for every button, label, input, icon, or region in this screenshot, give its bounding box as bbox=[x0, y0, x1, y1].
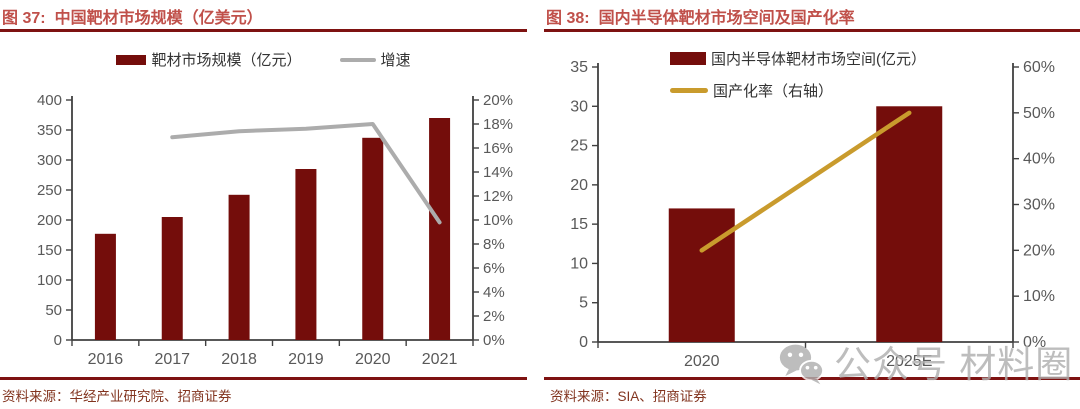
right-axis-label: 14% bbox=[483, 164, 513, 181]
right-axis-label: 18% bbox=[483, 116, 513, 133]
left-axis-label: 100 bbox=[37, 272, 62, 289]
left-axis-label: 250 bbox=[37, 182, 62, 199]
legend-item-localization: 国产化率（右轴） bbox=[670, 80, 833, 101]
bar-2021 bbox=[429, 118, 451, 340]
right-axis-label: 40% bbox=[1023, 151, 1055, 168]
legend-item-market-space: 国内半导体靶材市场空间(亿元） bbox=[670, 48, 926, 69]
left-axis-label: 350 bbox=[37, 122, 62, 139]
x-axis-label: 2021 bbox=[422, 351, 458, 368]
right-axis-label: 20% bbox=[483, 92, 513, 109]
figure-37-chart: 0 50 100 150 200 250 300 350 400 0% 2% 4% 6% 8% 10% 12%… bbox=[37, 92, 513, 368]
x-axis-label: 2020 bbox=[684, 353, 720, 370]
right-axis-label: 2% bbox=[483, 308, 505, 325]
bar-2020 bbox=[668, 208, 735, 342]
left-axis-label: 200 bbox=[37, 212, 62, 229]
left-axis-label: 35 bbox=[570, 59, 588, 76]
trend-line bbox=[699, 110, 912, 253]
legend-item-growth: 增速 bbox=[339, 49, 411, 70]
left-axis-label: 50 bbox=[45, 302, 62, 319]
figure-38-title-text: 国内半导体靶材市场空间及国产化率 bbox=[598, 10, 855, 27]
left-axis-label: 0 bbox=[579, 334, 588, 351]
figure-38-panel: 图 38: 国内半导体靶材市场空间及国产化率 国内半导体靶材市场空间(亿元） 国… bbox=[544, 0, 1080, 409]
x-axis-label: 2017 bbox=[154, 351, 190, 368]
figure-38-label: 图 38: bbox=[546, 10, 590, 27]
right-axis-label: 30% bbox=[1023, 197, 1055, 214]
right-axis-label: 0% bbox=[483, 332, 505, 349]
bar-2016 bbox=[94, 233, 116, 340]
figure-38-chart: 0 5 10 15 20 25 30 35 0% 10% 20% 30% 40% 50% 60% 2020 20… bbox=[570, 59, 1055, 370]
x-axis-label: 2020 bbox=[355, 351, 391, 368]
right-axis-label: 10% bbox=[1023, 288, 1055, 305]
left-axis-label: 25 bbox=[570, 138, 588, 155]
x-axis-label: 2019 bbox=[288, 351, 324, 368]
right-axis-label: 20% bbox=[1023, 242, 1055, 259]
figure-37-title: 图 37: 中国靶材市场规模（亿美元） bbox=[2, 4, 263, 28]
bar-series-swatch bbox=[116, 54, 147, 65]
title-underline bbox=[0, 29, 527, 32]
right-axis-label: 50% bbox=[1023, 105, 1055, 122]
legend-label-market-size: 靶材市场规模（亿元） bbox=[151, 52, 302, 69]
bar-2018 bbox=[228, 194, 250, 340]
bar-series-swatch bbox=[670, 52, 706, 65]
right-axis-label: 60% bbox=[1023, 59, 1055, 76]
figure-38-legend: 国内半导体靶材市场空间(亿元） 国产化率（右轴） bbox=[670, 48, 926, 101]
figure-37-legend: 靶材市场规模（亿元） 增速 bbox=[0, 49, 527, 70]
line-series-swatch bbox=[339, 57, 376, 62]
figure-37-panel: 图 37: 中国靶材市场规模（亿美元） 靶材市场规模（亿元） 增速 0 50 100… bbox=[0, 0, 527, 409]
right-axis-label: 6% bbox=[483, 260, 505, 277]
legend-label-localization: 国产化率（右轴） bbox=[713, 83, 834, 100]
right-axis-label: 10% bbox=[483, 212, 513, 229]
right-axis-label: 0% bbox=[1023, 334, 1046, 351]
bar-2019 bbox=[295, 169, 317, 340]
right-axis-label: 8% bbox=[483, 236, 505, 253]
left-axis-label: 400 bbox=[37, 92, 62, 109]
x-axis-label: 2018 bbox=[221, 351, 257, 368]
right-axis-label: 12% bbox=[483, 188, 513, 205]
figure-37-title-text: 中国靶材市场规模（亿美元） bbox=[54, 10, 263, 27]
line-series-swatch bbox=[670, 88, 708, 93]
source-divider bbox=[0, 377, 527, 380]
figure-37-source: 资料来源：华经产业研究院、招商证券 bbox=[2, 389, 232, 404]
left-axis-label: 30 bbox=[570, 98, 588, 115]
left-axis-label: 150 bbox=[37, 242, 62, 259]
right-axis-label: 16% bbox=[483, 140, 513, 157]
left-axis-label: 15 bbox=[570, 216, 588, 233]
left-axis-label: 0 bbox=[54, 332, 62, 349]
left-axis-label: 5 bbox=[579, 295, 588, 312]
bar-2020 bbox=[362, 137, 384, 340]
legend-label-market-space: 国内半导体靶材市场空间(亿元） bbox=[711, 51, 926, 68]
figure-37-label: 图 37: bbox=[2, 10, 46, 27]
x-axis-label: 2025E bbox=[886, 353, 932, 370]
x-axis-label: 2016 bbox=[88, 351, 124, 368]
bar-2025E bbox=[876, 106, 943, 343]
legend-label-growth: 增速 bbox=[380, 52, 411, 69]
figure-38-source: 资料来源：SIA、招商证券 bbox=[550, 389, 707, 404]
figure-38-title: 图 38: 国内半导体靶材市场空间及国产化率 bbox=[546, 4, 855, 28]
bar-2017 bbox=[161, 217, 183, 340]
left-axis-label: 20 bbox=[570, 177, 588, 194]
trend-line bbox=[170, 122, 442, 225]
legend-item-market-size: 靶材市场规模（亿元） bbox=[116, 49, 302, 70]
right-axis-label: 4% bbox=[483, 284, 505, 301]
left-axis-label: 300 bbox=[37, 152, 62, 169]
title-underline bbox=[544, 29, 1080, 32]
left-axis-label: 10 bbox=[570, 255, 588, 272]
source-divider bbox=[544, 377, 1080, 380]
